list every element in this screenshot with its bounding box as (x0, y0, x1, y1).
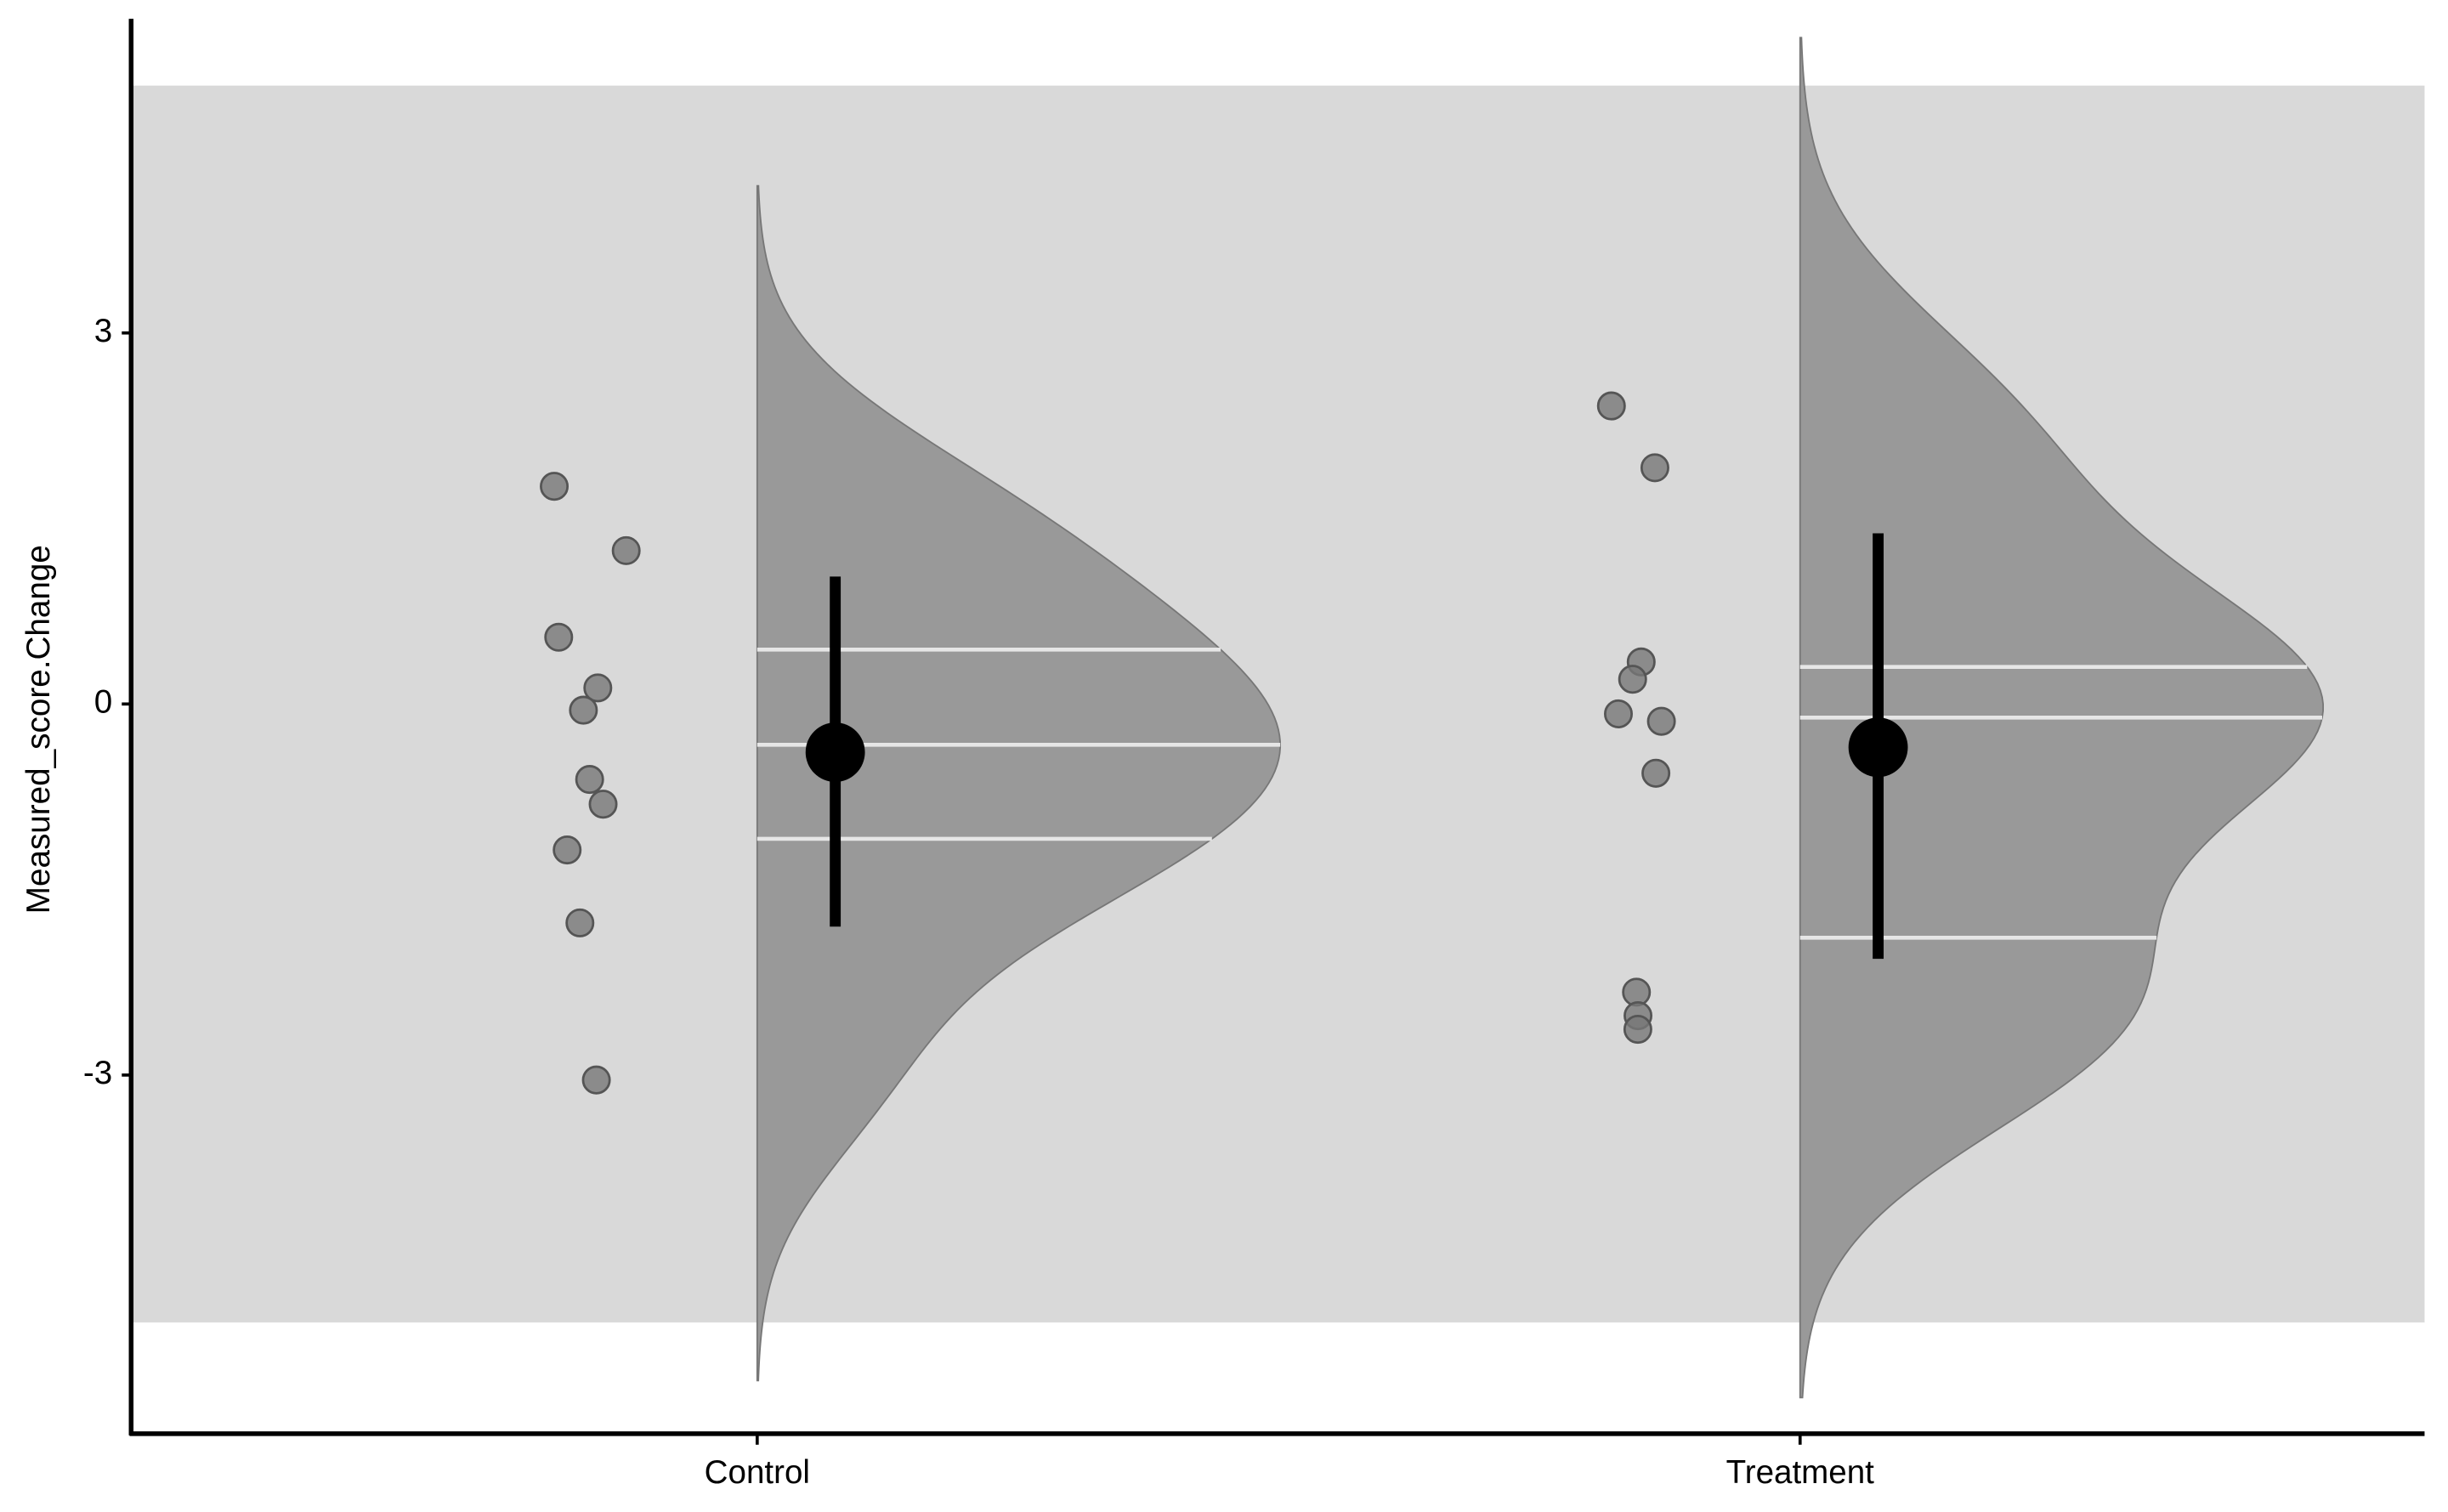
data-point (588, 790, 618, 819)
x-tick-label: Control (705, 1454, 810, 1491)
mean-point (805, 722, 865, 783)
data-point (569, 695, 598, 725)
x-tick-label: Treatment (1726, 1454, 1875, 1491)
data-point (1623, 1015, 1652, 1045)
y-tick-label: 3 (94, 313, 112, 349)
y-axis-label: Measured_score.Change (20, 545, 57, 914)
data-point (1640, 453, 1669, 483)
data-point (1604, 699, 1633, 728)
data-point (1646, 706, 1676, 736)
data-point (581, 1065, 611, 1095)
data-point (1596, 391, 1626, 421)
y-tick-label: 0 (94, 683, 112, 720)
data-point (583, 673, 613, 703)
data-point (540, 472, 570, 501)
data-point (552, 835, 582, 865)
y-tick-label: -3 (83, 1055, 112, 1091)
data-point (1618, 665, 1647, 694)
density (756, 184, 1282, 1382)
data-point (544, 622, 574, 652)
mean-point (1848, 717, 1908, 778)
data-point (1641, 758, 1671, 788)
data-point (611, 535, 641, 565)
data-point (565, 908, 595, 937)
data-point (575, 765, 604, 795)
